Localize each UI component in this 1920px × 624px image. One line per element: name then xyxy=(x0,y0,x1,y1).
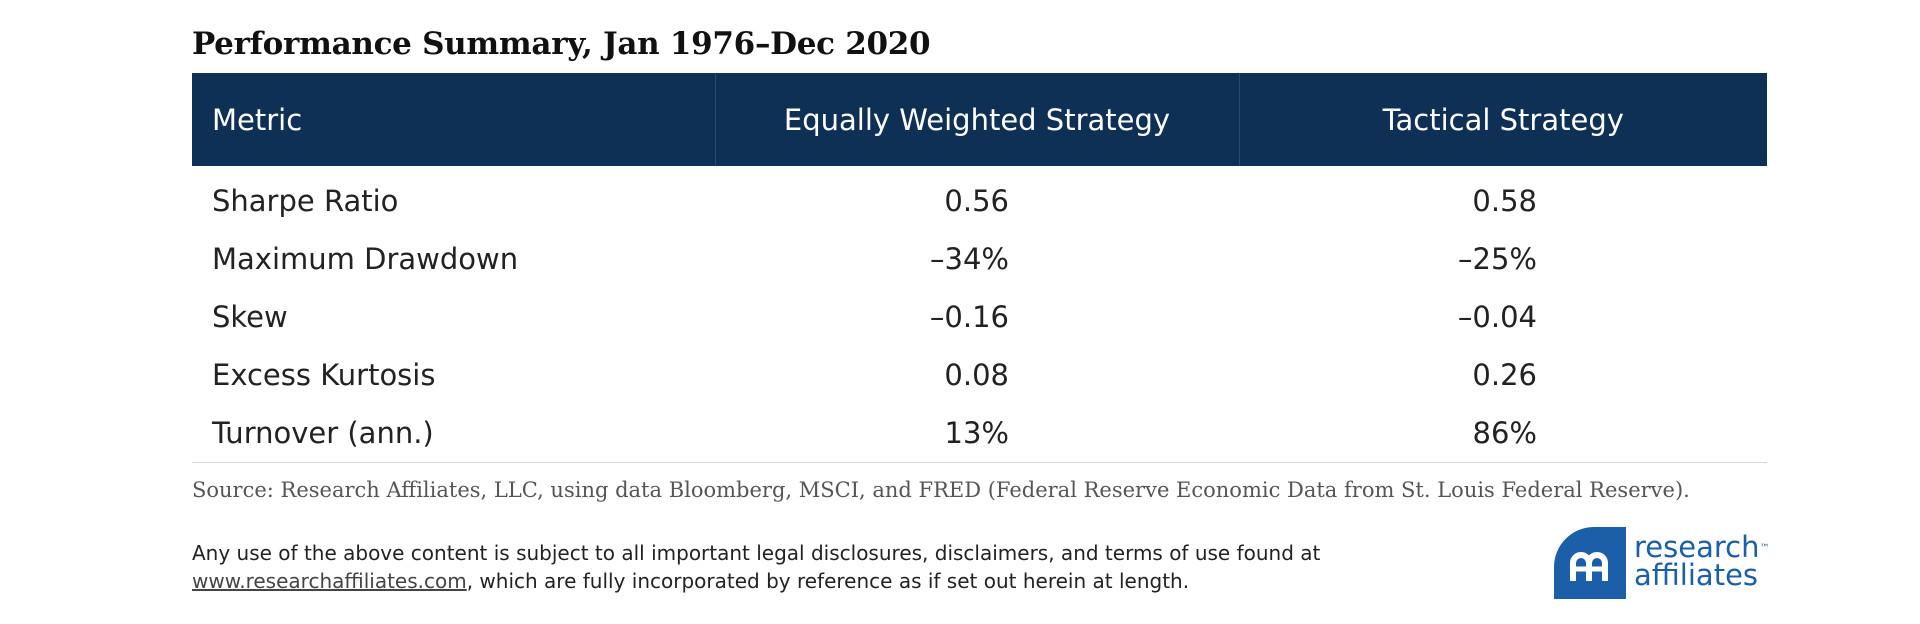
table-row: Skew –0.16 –0.04 xyxy=(192,288,1767,346)
metric-cell: Skew xyxy=(212,300,288,334)
chart-title: Performance Summary, Jan 1976–Dec 2020 xyxy=(192,26,931,62)
legal-disclaimer: Any use of the above content is subject … xyxy=(192,539,1320,595)
table-row: Sharpe Ratio 0.56 0.58 xyxy=(192,166,1767,230)
equally-weighted-cell: –34% xyxy=(930,242,1009,276)
research-affiliates-logo: research™ affiliates xyxy=(1554,527,1769,599)
metric-cell: Sharpe Ratio xyxy=(212,184,399,218)
equally-weighted-cell: –0.16 xyxy=(929,300,1009,334)
table-row: Maximum Drawdown –34% –25% xyxy=(192,230,1767,288)
performance-table: Metric Equally Weighted Strategy Tactica… xyxy=(192,73,1767,463)
column-header-metric: Metric xyxy=(192,73,716,166)
source-note: Source: Research Affiliates, LLC, using … xyxy=(192,478,1690,502)
table-row: Excess Kurtosis 0.08 0.26 xyxy=(192,346,1767,404)
column-header-tactical: Tactical Strategy xyxy=(1239,73,1767,166)
equally-weighted-cell: 13% xyxy=(715,404,1239,463)
equally-weighted-cell: 0.08 xyxy=(944,358,1009,392)
tactical-cell: 0.26 xyxy=(1472,358,1537,392)
metric-cell: Excess Kurtosis xyxy=(212,358,436,392)
column-header-equally-weighted: Equally Weighted Strategy xyxy=(715,73,1240,166)
disclaimer-line-2: www.researchaffiliates.com, which are fu… xyxy=(192,567,1320,595)
table-row: Turnover (ann.) 13% 86% xyxy=(192,404,1767,463)
tactical-cell: 0.58 xyxy=(1472,184,1537,218)
disclaimer-line-2-text: , which are fully incorporated by refere… xyxy=(466,569,1190,593)
trademark-symbol: ™ xyxy=(1759,543,1770,554)
logo-text-line-1: research xyxy=(1634,530,1760,564)
tactical-cell: 86% xyxy=(1239,404,1767,463)
logo-text-line-2: affiliates xyxy=(1634,558,1759,592)
equally-weighted-cell: 0.56 xyxy=(944,184,1009,218)
logo-wordmark: research™ affiliates xyxy=(1634,530,1770,592)
disclaimer-line-1: Any use of the above content is subject … xyxy=(192,541,1321,565)
website-link[interactable]: www.researchaffiliates.com xyxy=(192,569,467,593)
tactical-cell: –0.04 xyxy=(1457,300,1537,334)
table-header-row: Metric Equally Weighted Strategy Tactica… xyxy=(192,73,1767,166)
metric-cell: Maximum Drawdown xyxy=(212,242,519,276)
metric-cell: Turnover (ann.) xyxy=(192,404,715,463)
tactical-cell: –25% xyxy=(1458,242,1537,276)
logo-mark-icon xyxy=(1554,527,1626,599)
